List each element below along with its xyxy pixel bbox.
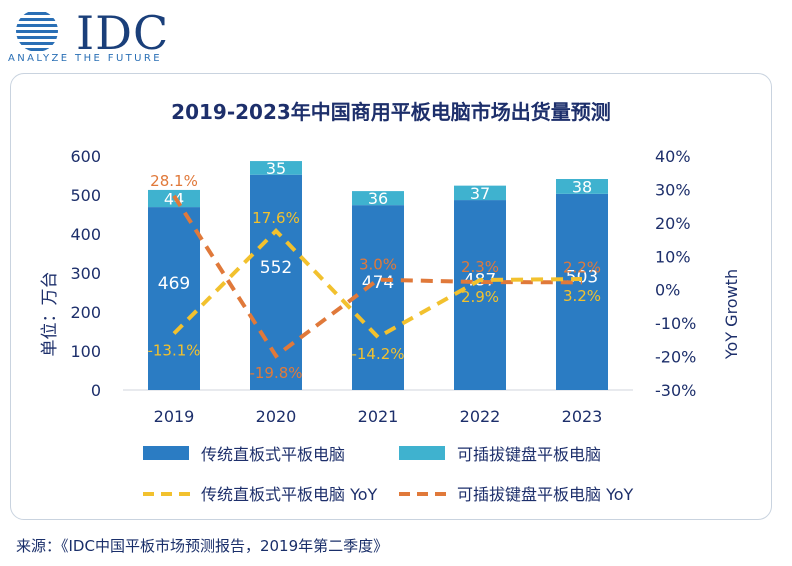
logo-tagline: ANALYZE THE FUTURE <box>8 53 162 64</box>
chart-panel: 2019-2023年中国商用平板电脑市场出货量预测 单位：万台 YoY Grow… <box>10 73 772 520</box>
traditional-yoy-label: -14.2% <box>351 345 404 363</box>
chart-svg: 2019-2023年中国商用平板电脑市场出货量预测 单位：万台 YoY Grow… <box>40 100 741 504</box>
x-tick-label: 2023 <box>562 407 603 426</box>
traditional-yoy-label: -13.1% <box>147 342 200 360</box>
y2-tick-label: 30% <box>655 180 691 199</box>
keyboard-yoy-label: 2.3% <box>461 258 499 276</box>
legend-label: 传统直板式平板电脑 YoY <box>201 485 378 504</box>
bar-keyboard-value: 36 <box>368 189 388 208</box>
y2-tick-label: 0% <box>655 281 680 300</box>
bar-keyboard <box>556 179 608 194</box>
logo-name: IDC <box>76 6 170 60</box>
y-tick-label: 600 <box>70 147 101 166</box>
bar-traditional <box>454 200 506 390</box>
traditional-yoy-label: 2.9% <box>461 288 499 306</box>
y2-axis-label: YoY Growth <box>722 269 741 360</box>
line-traditional-yoy <box>172 228 583 340</box>
line-keyboard-yoy <box>172 194 583 359</box>
bar-keyboard <box>352 191 404 206</box>
keyboard-yoy-label: 2.2% <box>563 258 601 276</box>
y2-tick-label: 20% <box>655 214 691 233</box>
keyboard-yoy-label: 28.1% <box>150 172 198 190</box>
y2-tick-label: 10% <box>655 247 691 266</box>
bar-traditional <box>352 205 404 390</box>
bar-traditional-value: 503 <box>566 267 598 287</box>
bar-keyboard-value: 37 <box>470 184 490 203</box>
y-tick-label: 300 <box>70 264 101 283</box>
x-tick-label: 2020 <box>256 407 297 426</box>
bar-traditional <box>148 207 200 390</box>
x-tick-label: 2021 <box>358 407 399 426</box>
idc-logo: IDC ANALYZE THE FUTURE <box>6 6 196 66</box>
y2-tick-label: -20% <box>655 348 696 367</box>
source-note: 来源：《IDC中国平板市场预测报告，2019年第二季度》 <box>16 537 389 555</box>
bar-keyboard-value: 35 <box>266 159 286 178</box>
traditional-yoy-label: 3.2% <box>563 287 601 305</box>
x-tick-label: 2022 <box>460 407 501 426</box>
legend-swatch <box>143 446 189 460</box>
bar-keyboard-value: 38 <box>572 177 592 196</box>
bar-keyboard <box>250 161 302 175</box>
keyboard-yoy-label: -19.8% <box>249 364 302 382</box>
bar-traditional-value: 469 <box>158 274 190 294</box>
keyboard-yoy-label: 3.0% <box>359 256 397 274</box>
traditional-yoy-label: 17.6% <box>252 209 300 227</box>
globe-icon <box>16 12 58 51</box>
y2-tick-label: -30% <box>655 381 696 400</box>
bar-traditional <box>556 193 608 390</box>
y-tick-label: 0 <box>91 381 101 400</box>
bar-traditional-value: 552 <box>260 258 292 278</box>
y-axis-label: 单位：万台 <box>40 272 60 357</box>
y2-tick-label: -10% <box>655 314 696 333</box>
y-tick-label: 400 <box>70 225 101 244</box>
y-tick-label: 100 <box>70 342 101 361</box>
legend-label: 可插拔键盘平板电脑 <box>457 445 601 464</box>
y-tick-label: 200 <box>70 303 101 322</box>
chart-title: 2019-2023年中国商用平板电脑市场出货量预测 <box>171 100 611 124</box>
y2-tick-label: 40% <box>655 147 691 166</box>
plot-area: 0 100 200 300 400 500 600 -30% -20% -10% 0% 10% 20% 3… <box>70 147 696 426</box>
legend-swatch <box>399 446 445 460</box>
x-tick-label: 2019 <box>154 407 195 426</box>
legend-label: 传统直板式平板电脑 <box>201 445 345 464</box>
bar-keyboard <box>454 185 506 201</box>
legend-label: 可插拔键盘平板电脑 YoY <box>457 485 634 504</box>
y-tick-label: 500 <box>70 186 101 205</box>
